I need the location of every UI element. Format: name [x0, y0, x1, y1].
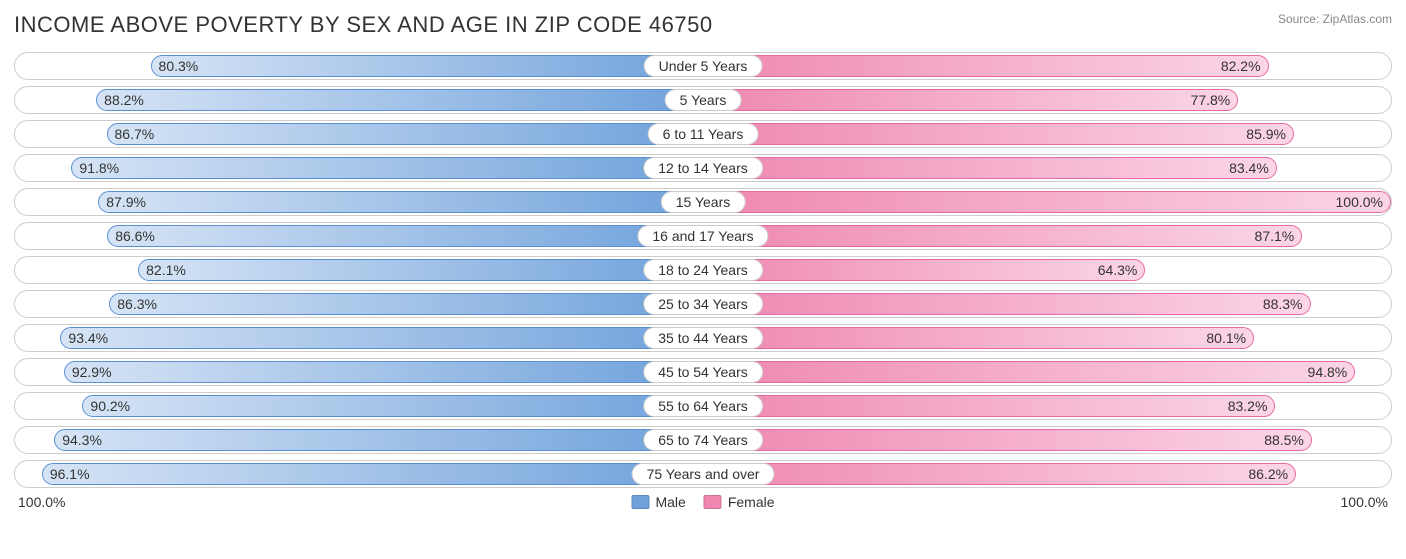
age-label: 25 to 34 Years [643, 293, 763, 315]
chart-row: 94.3% 88.5% 65 to 74 Years [14, 426, 1392, 454]
age-label: 65 to 74 Years [643, 429, 763, 451]
male-bar [64, 361, 703, 383]
male-value: 80.3% [159, 58, 199, 74]
chart-row: 82.1% 64.3% 18 to 24 Years [14, 256, 1392, 284]
axis-left-label: 100.0% [18, 494, 65, 510]
male-value: 92.9% [72, 364, 112, 380]
male-bar [60, 327, 703, 349]
male-bar [54, 429, 703, 451]
female-value: 77.8% [1191, 92, 1231, 108]
chart-row: 90.2% 83.2% 55 to 64 Years [14, 392, 1392, 420]
legend-male-label: Male [655, 494, 685, 510]
chart-row: 80.3% 82.2% Under 5 Years [14, 52, 1392, 80]
female-value: 85.9% [1246, 126, 1286, 142]
female-value: 82.2% [1221, 58, 1261, 74]
male-bar [98, 191, 703, 213]
male-bar [138, 259, 703, 281]
age-label: 75 Years and over [632, 463, 775, 485]
female-bar [703, 225, 1302, 247]
female-value: 87.1% [1255, 228, 1295, 244]
chart-row: 86.6% 87.1% 16 and 17 Years [14, 222, 1392, 250]
male-value: 86.6% [115, 228, 155, 244]
legend-male: Male [631, 494, 685, 510]
female-value: 80.1% [1206, 330, 1246, 346]
male-bar [109, 293, 703, 315]
male-bar [96, 89, 703, 111]
chart-row: 93.4% 80.1% 35 to 44 Years [14, 324, 1392, 352]
age-label: 55 to 64 Years [643, 395, 763, 417]
age-label: 5 Years [665, 89, 742, 111]
legend-female-label: Female [728, 494, 775, 510]
male-bar [42, 463, 703, 485]
age-label: 16 and 17 Years [637, 225, 768, 247]
female-bar [703, 327, 1254, 349]
female-value: 88.5% [1264, 432, 1304, 448]
female-value: 88.3% [1263, 296, 1303, 312]
female-bar [703, 157, 1277, 179]
chart-row: 86.3% 88.3% 25 to 34 Years [14, 290, 1392, 318]
male-value: 93.4% [68, 330, 108, 346]
age-label: 45 to 54 Years [643, 361, 763, 383]
male-value: 94.3% [62, 432, 102, 448]
male-bar [82, 395, 703, 417]
legend-male-swatch [631, 495, 649, 509]
male-value: 96.1% [50, 466, 90, 482]
female-value: 64.3% [1098, 262, 1138, 278]
female-value: 86.2% [1248, 466, 1288, 482]
female-bar [703, 395, 1275, 417]
chart-title: INCOME ABOVE POVERTY BY SEX AND AGE IN Z… [14, 12, 713, 38]
male-value: 91.8% [79, 160, 119, 176]
chart-row: 87.9% 100.0% 15 Years [14, 188, 1392, 216]
chart-row: 92.9% 94.8% 45 to 54 Years [14, 358, 1392, 386]
chart-row: 88.2% 77.8% 5 Years [14, 86, 1392, 114]
female-bar [703, 429, 1312, 451]
female-bar [703, 259, 1145, 281]
female-value: 100.0% [1336, 194, 1383, 210]
female-bar [703, 123, 1294, 145]
male-value: 90.2% [90, 398, 130, 414]
male-value: 88.2% [104, 92, 144, 108]
legend-female-swatch [704, 495, 722, 509]
male-value: 82.1% [146, 262, 186, 278]
male-bar [71, 157, 703, 179]
chart-source: Source: ZipAtlas.com [1278, 12, 1392, 26]
female-value: 83.4% [1229, 160, 1269, 176]
legend-female: Female [704, 494, 775, 510]
male-bar [107, 123, 703, 145]
female-bar [703, 361, 1355, 383]
age-label: 6 to 11 Years [648, 123, 759, 145]
legend: Male Female [631, 494, 774, 510]
chart-row: 91.8% 83.4% 12 to 14 Years [14, 154, 1392, 182]
chart-row: 86.7% 85.9% 6 to 11 Years [14, 120, 1392, 148]
female-bar [703, 293, 1311, 315]
male-value: 87.9% [106, 194, 146, 210]
female-bar [703, 463, 1296, 485]
age-label: Under 5 Years [644, 55, 763, 77]
female-value: 94.8% [1308, 364, 1348, 380]
female-bar [703, 191, 1391, 213]
male-value: 86.3% [117, 296, 157, 312]
age-label: 18 to 24 Years [643, 259, 763, 281]
female-value: 83.2% [1228, 398, 1268, 414]
male-bar [107, 225, 703, 247]
age-label: 35 to 44 Years [643, 327, 763, 349]
male-bar [151, 55, 703, 77]
chart-row: 96.1% 86.2% 75 Years and over [14, 460, 1392, 488]
axis-right-label: 100.0% [1341, 494, 1388, 510]
male-value: 86.7% [115, 126, 155, 142]
female-bar [703, 55, 1269, 77]
female-bar [703, 89, 1238, 111]
age-label: 15 Years [661, 191, 746, 213]
diverging-bar-chart: 80.3% 82.2% Under 5 Years 88.2% 77.8% 5 Years… [14, 52, 1392, 488]
age-label: 12 to 14 Years [643, 157, 763, 179]
